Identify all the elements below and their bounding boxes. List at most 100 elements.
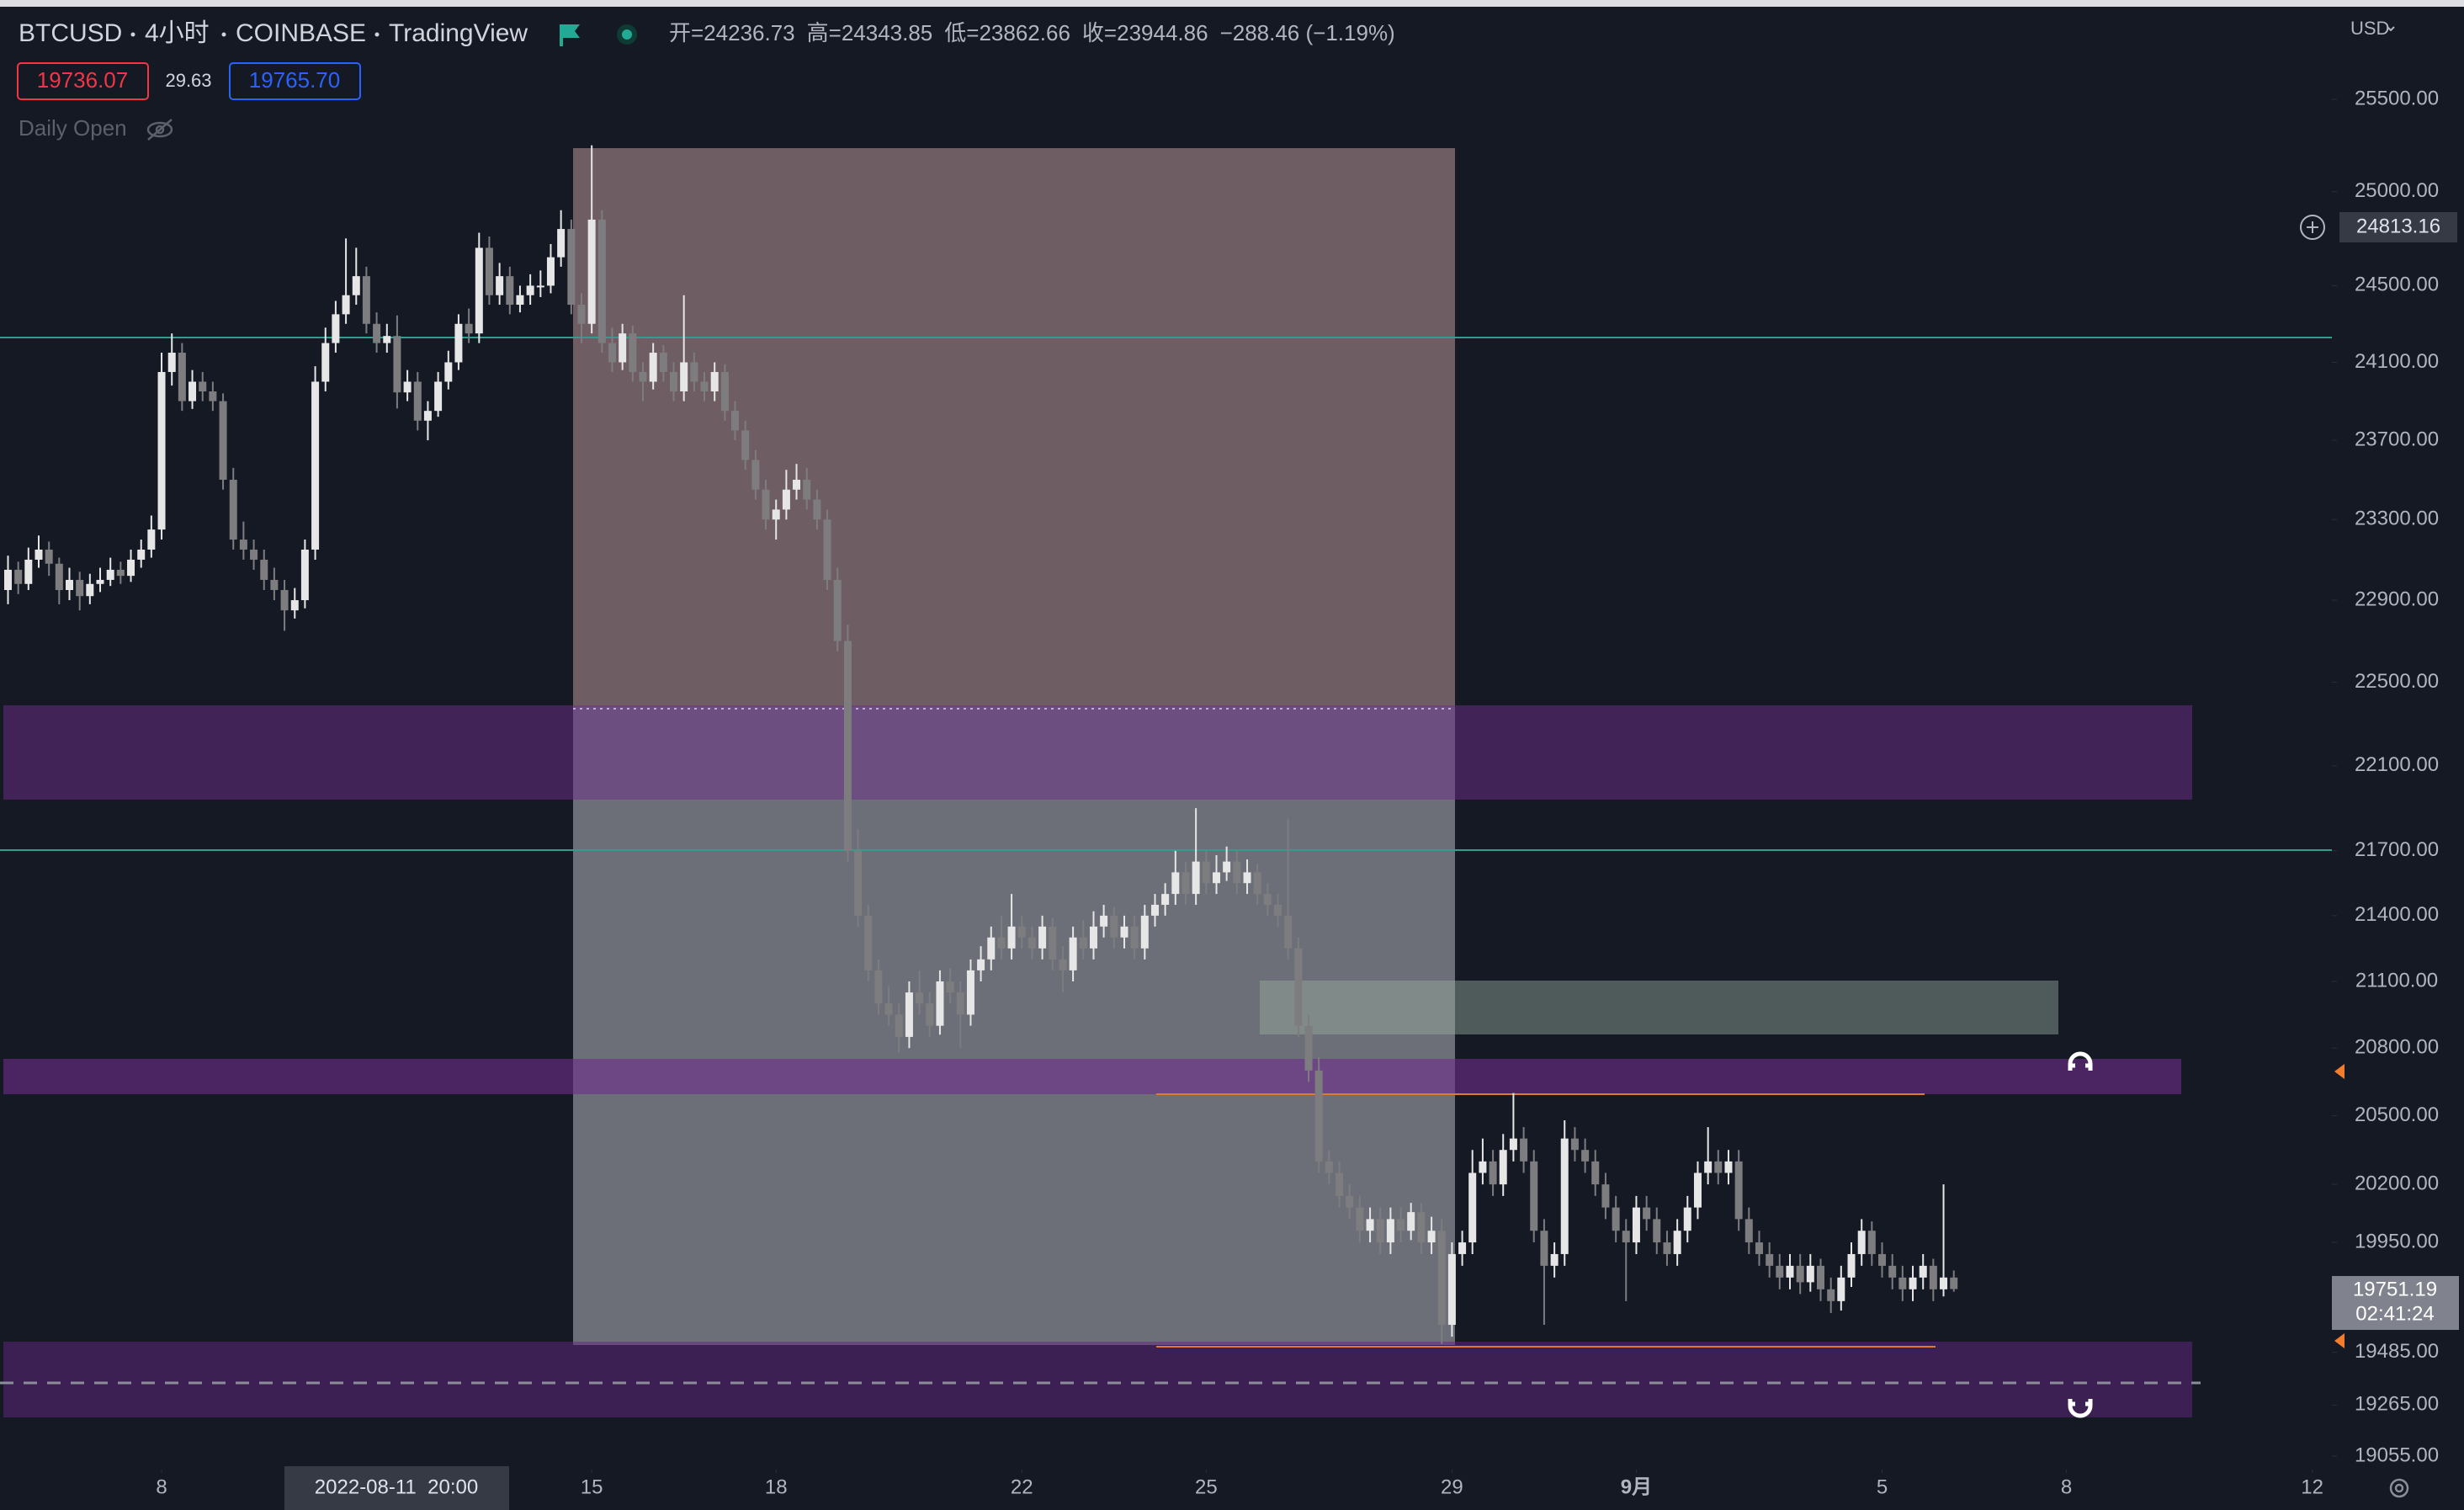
candle-body [936, 981, 944, 1026]
candle-body [1356, 1207, 1364, 1231]
candle-body [475, 247, 483, 334]
candle-body [209, 391, 217, 401]
candle-body [956, 992, 964, 1015]
candle-body [342, 295, 350, 315]
settings-icon[interactable] [2389, 1478, 2409, 1498]
candle-body [106, 569, 114, 580]
chevron [2387, 26, 2395, 32]
candle-body [1693, 1172, 1702, 1208]
candle-body [1888, 1265, 1897, 1278]
candle-body [423, 411, 432, 421]
candle-body [1202, 861, 1210, 884]
candle-body [1878, 1253, 1887, 1266]
candle-body [1089, 926, 1097, 949]
flag-icon[interactable] [560, 24, 580, 46]
x-tick-label: 18 [765, 1475, 788, 1498]
candle-body [966, 970, 974, 1015]
interval[interactable]: 4小时 [145, 19, 210, 47]
candle-body [1489, 1161, 1497, 1185]
currency[interactable]: USD [2350, 18, 2389, 39]
bid-price[interactable]: 19736.07 [37, 67, 128, 93]
candle-body [1417, 1212, 1426, 1243]
candle-body [639, 371, 647, 382]
candle-body [720, 371, 729, 412]
candle-body [403, 381, 412, 393]
candle-body [1909, 1277, 1917, 1289]
candle-body [1806, 1265, 1814, 1283]
candle-body [1540, 1231, 1548, 1266]
candle-body [229, 479, 237, 540]
y-tick-label: 23300.00 [2355, 508, 2439, 530]
magnet-icon[interactable] [2068, 1399, 2093, 1418]
candle-body [76, 579, 84, 597]
sell-box[interactable] [17, 62, 149, 100]
candle-body [1520, 1138, 1528, 1162]
candle-body [1336, 1172, 1344, 1196]
candle-body [1140, 915, 1149, 949]
candle-body [1612, 1207, 1620, 1231]
y-tick-label: 24500.00 [2355, 274, 2439, 296]
indicator-name[interactable]: Daily Open [19, 115, 127, 141]
candle-body [1734, 1161, 1743, 1220]
candle-body [199, 381, 207, 392]
candle-body [619, 333, 627, 363]
candle-body [321, 343, 330, 382]
candle-body [833, 579, 842, 641]
candle-body [96, 579, 104, 584]
candle-body [1940, 1277, 1948, 1289]
candle-body [700, 381, 709, 392]
candle-body [1366, 1219, 1374, 1231]
x-tick-label: 12 [2301, 1475, 2323, 1498]
buy-box[interactable] [229, 62, 361, 100]
candle-body [362, 276, 370, 324]
symbol[interactable]: BTCUSD [19, 19, 122, 47]
magnet-icon[interactable] [2068, 1051, 2093, 1071]
candle-body [290, 600, 299, 611]
purple-zone [3, 705, 2192, 800]
candle-body [1837, 1277, 1845, 1301]
candle-body [813, 499, 821, 520]
candle-body [629, 333, 637, 372]
ask-price[interactable]: 19765.70 [249, 67, 340, 93]
candle-body [1274, 904, 1282, 916]
y-tick-label: 20200.00 [2355, 1172, 2439, 1195]
candle-body [189, 381, 197, 401]
add-alert-icon[interactable] [2300, 215, 2325, 240]
candle-body [250, 549, 258, 560]
crosshair-time: 2022-08-11 20:00 [315, 1475, 478, 1498]
candle-body [710, 371, 719, 392]
candle-body [352, 276, 360, 295]
ohlc-item: −288.46 (−1.19%) [1220, 20, 1395, 45]
candle-body [669, 371, 677, 392]
candle-body [597, 219, 606, 343]
hidden-eye-icon[interactable] [146, 119, 173, 141]
candle-body [147, 529, 156, 550]
purple-zone [3, 1059, 2181, 1094]
status-dot [622, 29, 632, 40]
candle-body [1182, 872, 1190, 895]
candle-body [587, 219, 596, 324]
candle-body [300, 549, 309, 601]
candle-body [332, 314, 340, 343]
y-tick-label: 19265.00 [2355, 1393, 2439, 1416]
candle-body [895, 1014, 903, 1037]
candle-body [1049, 926, 1057, 960]
candle-body [577, 305, 586, 324]
x-tick-label: 15 [581, 1475, 603, 1498]
candle-body [55, 563, 63, 590]
exchange: COINBASE [236, 19, 366, 47]
candle-body [762, 489, 770, 520]
separator [130, 32, 135, 37]
x-tick-label: 9月 [1621, 1475, 1652, 1498]
candle-body [772, 509, 780, 520]
candle-body [1786, 1265, 1794, 1278]
candle-body [1581, 1150, 1590, 1162]
purple-zone [3, 1342, 2192, 1417]
candle-body [1714, 1161, 1723, 1173]
source: TradingView [389, 19, 528, 47]
candle-body [1130, 926, 1139, 949]
candle-body [1325, 1161, 1333, 1173]
candle-body [1570, 1138, 1579, 1151]
crosshair-price-box [2339, 212, 2457, 242]
candle-body [690, 362, 698, 382]
